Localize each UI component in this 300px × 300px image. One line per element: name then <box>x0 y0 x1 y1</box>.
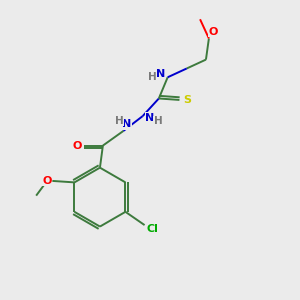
Text: S: S <box>184 95 192 105</box>
Text: H: H <box>115 116 124 126</box>
Text: O: O <box>73 141 82 151</box>
Text: O: O <box>208 27 218 37</box>
Text: Cl: Cl <box>147 224 159 234</box>
Text: H: H <box>154 116 162 126</box>
Text: N: N <box>146 112 154 123</box>
Text: H: H <box>148 72 157 82</box>
Text: N: N <box>122 119 132 129</box>
Text: N: N <box>156 69 165 79</box>
Text: O: O <box>42 176 52 186</box>
